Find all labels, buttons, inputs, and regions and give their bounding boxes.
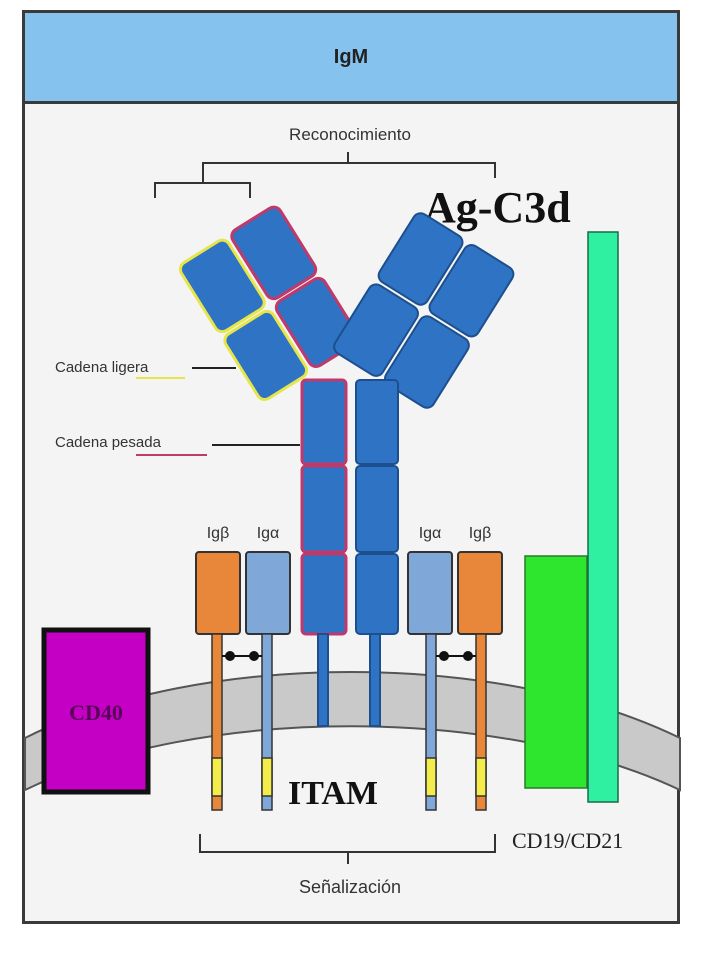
ig-alpha-right-label: Igα [419,525,442,542]
heavy-chain-stem-left [300,378,348,636]
cd40-label: CD40 [69,700,123,725]
itam-label: ITAM [288,775,378,812]
heavy-chain-label: Cadena pesada [55,434,162,451]
diagram-title: IgM [333,45,369,68]
cd40-box [41,627,151,795]
heavy-chain-tails [317,633,381,727]
ig-beta-left-label: Igβ [207,525,230,542]
ig-beta-right-label: Igβ [469,525,492,542]
antigen-label: Ag-C3d [424,183,571,232]
cd19-box [524,555,588,789]
recognition-bracket [154,152,496,198]
ig-alpha-left [245,551,291,811]
cd21-box [587,231,619,803]
recognition-label: Reconocimiento [289,125,411,144]
left-fab-light-chain [178,238,309,401]
ig-alpha-left-label: Igα [257,525,280,542]
ig-beta-left [195,551,241,811]
signaling-label: Señalización [299,877,401,897]
header-bar: IgM [25,13,677,104]
cd19-cd21-label: CD19/CD21 [512,828,623,853]
disulfide-bond-right [436,651,476,661]
signaling-bracket [199,834,496,864]
cell-membrane [24,671,681,792]
disulfide-bond-left [222,651,262,661]
ig-beta-right [457,551,503,811]
heavy-chain-stem-right [355,379,399,635]
right-fab [333,212,515,409]
ig-alpha-right [407,551,453,811]
light-chain-label: Cadena ligera [55,359,149,376]
